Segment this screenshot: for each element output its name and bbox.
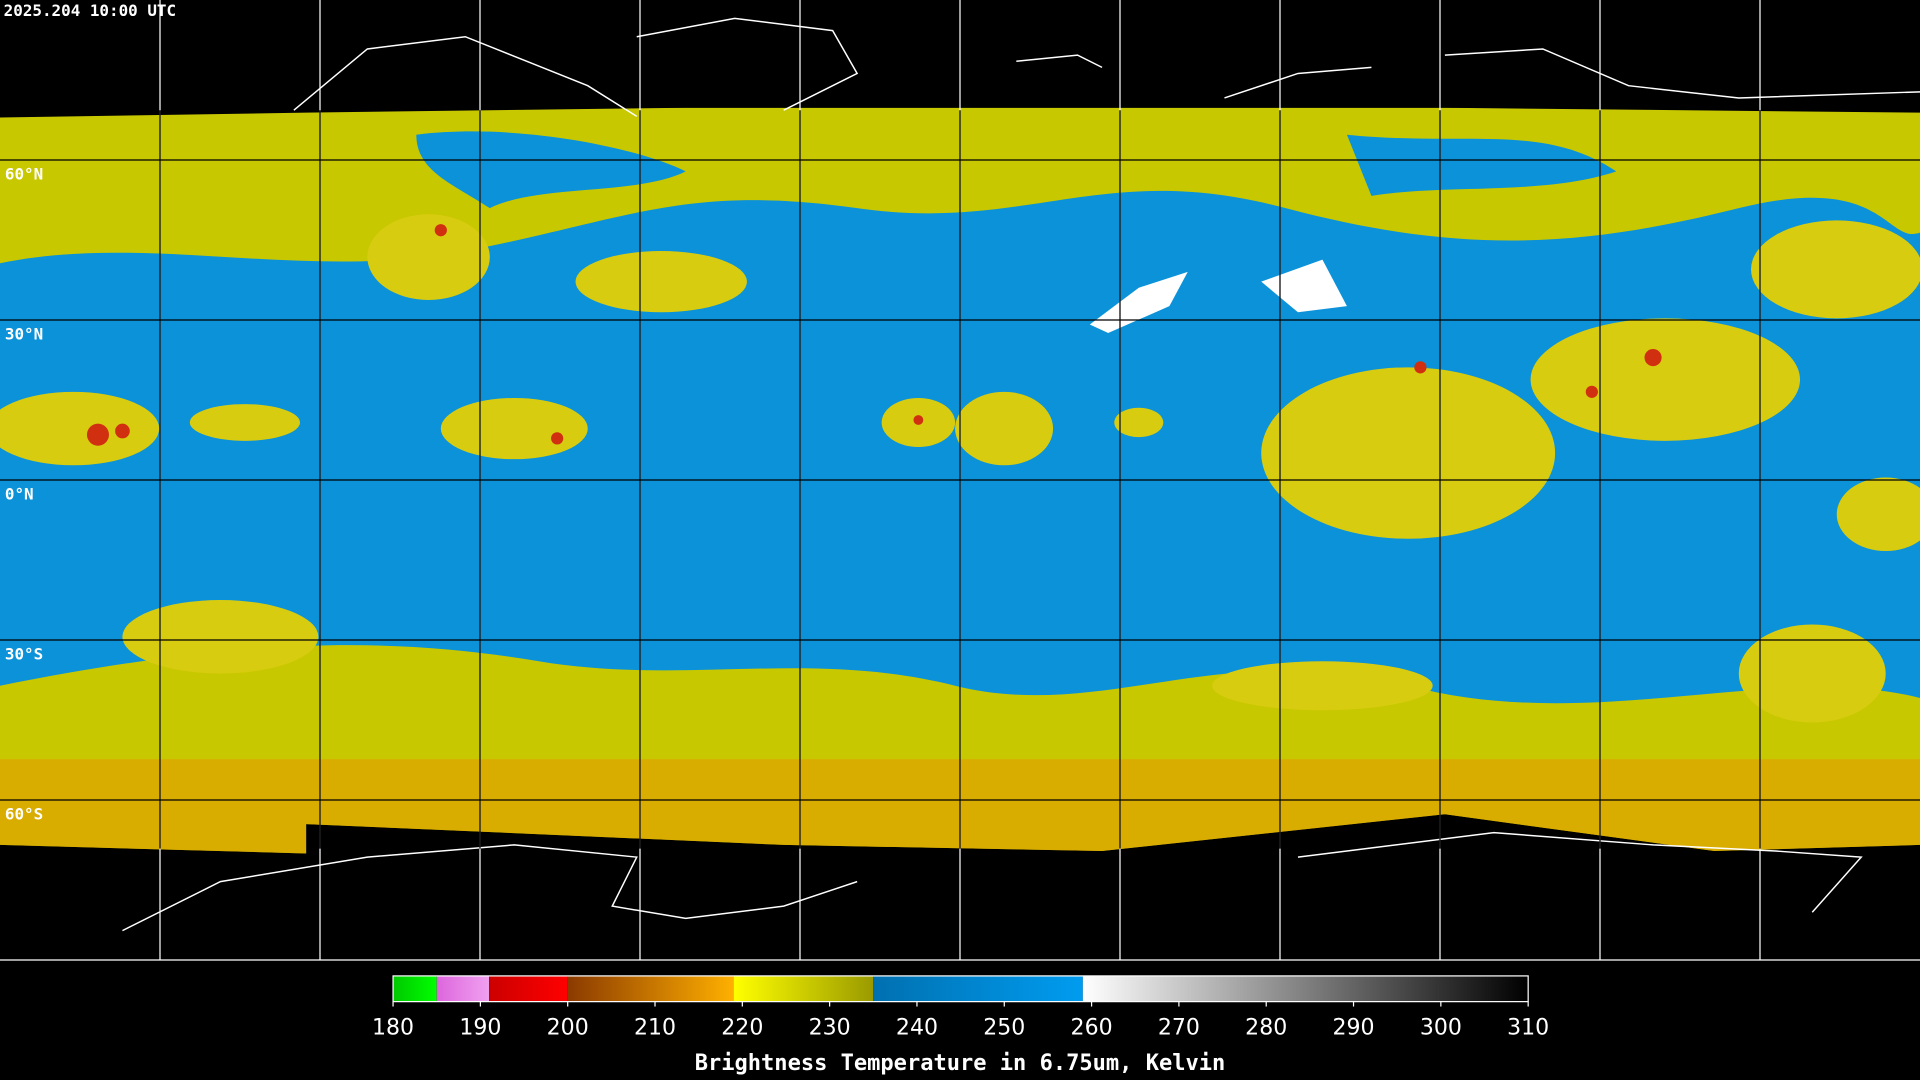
colorbar: 180 190 200 210 220 230 240 250 260 270 280 290 300 3…: [372, 975, 1549, 1041]
latitude-label: 30°S: [5, 645, 43, 664]
colorbar-tick-label: 220: [721, 1016, 763, 1041]
colorbar-segment: [567, 975, 734, 1002]
colorbar-tick-label: 300: [1420, 1016, 1462, 1041]
colorbar-tick-label: 270: [1158, 1016, 1200, 1041]
colorbar-tick-label: 180: [372, 1016, 414, 1041]
colorbar-tick-label: 240: [896, 1016, 938, 1041]
colorbar-tick-label: 190: [459, 1016, 501, 1041]
coastlines: [122, 17, 1920, 932]
colorbar-tick-label: 260: [1071, 1016, 1113, 1041]
colorbar-segment: [873, 975, 1083, 1002]
latitude-label: 0°N: [5, 485, 34, 504]
colorbar-segment: [733, 975, 874, 1002]
colorbar-tick-label: 230: [809, 1016, 851, 1041]
colorbar-segment: [489, 975, 568, 1002]
colorbar-label: Brightness Temperature in 6.75um, Kelvin: [695, 1051, 1226, 1076]
latitude-label: 60°S: [5, 805, 43, 824]
colorbar-tick-label: 250: [983, 1016, 1025, 1041]
latitude-label: 30°N: [5, 325, 43, 344]
timestamp: 2025.204 10:00 UTC: [4, 1, 176, 20]
colorbar-frame: [392, 975, 1529, 1003]
colorbar-tick-label: 280: [1245, 1016, 1287, 1041]
colorbar-tick-label: 210: [634, 1016, 676, 1041]
colorbar-segment: [436, 975, 490, 1002]
colorbar-segment: [393, 975, 437, 1002]
colorbar-segment: [1082, 975, 1529, 1002]
colorbar-tick-label: 310: [1507, 1016, 1549, 1041]
colorbar-tick-label: 200: [547, 1016, 589, 1041]
latitude-labels: 60°N 30°N 0°N 30°S 60°S: [5, 165, 43, 824]
latitude-label: 60°N: [5, 165, 43, 184]
colorbar-tick-label: 290: [1333, 1016, 1375, 1041]
graticule: [0, 0, 1920, 961]
